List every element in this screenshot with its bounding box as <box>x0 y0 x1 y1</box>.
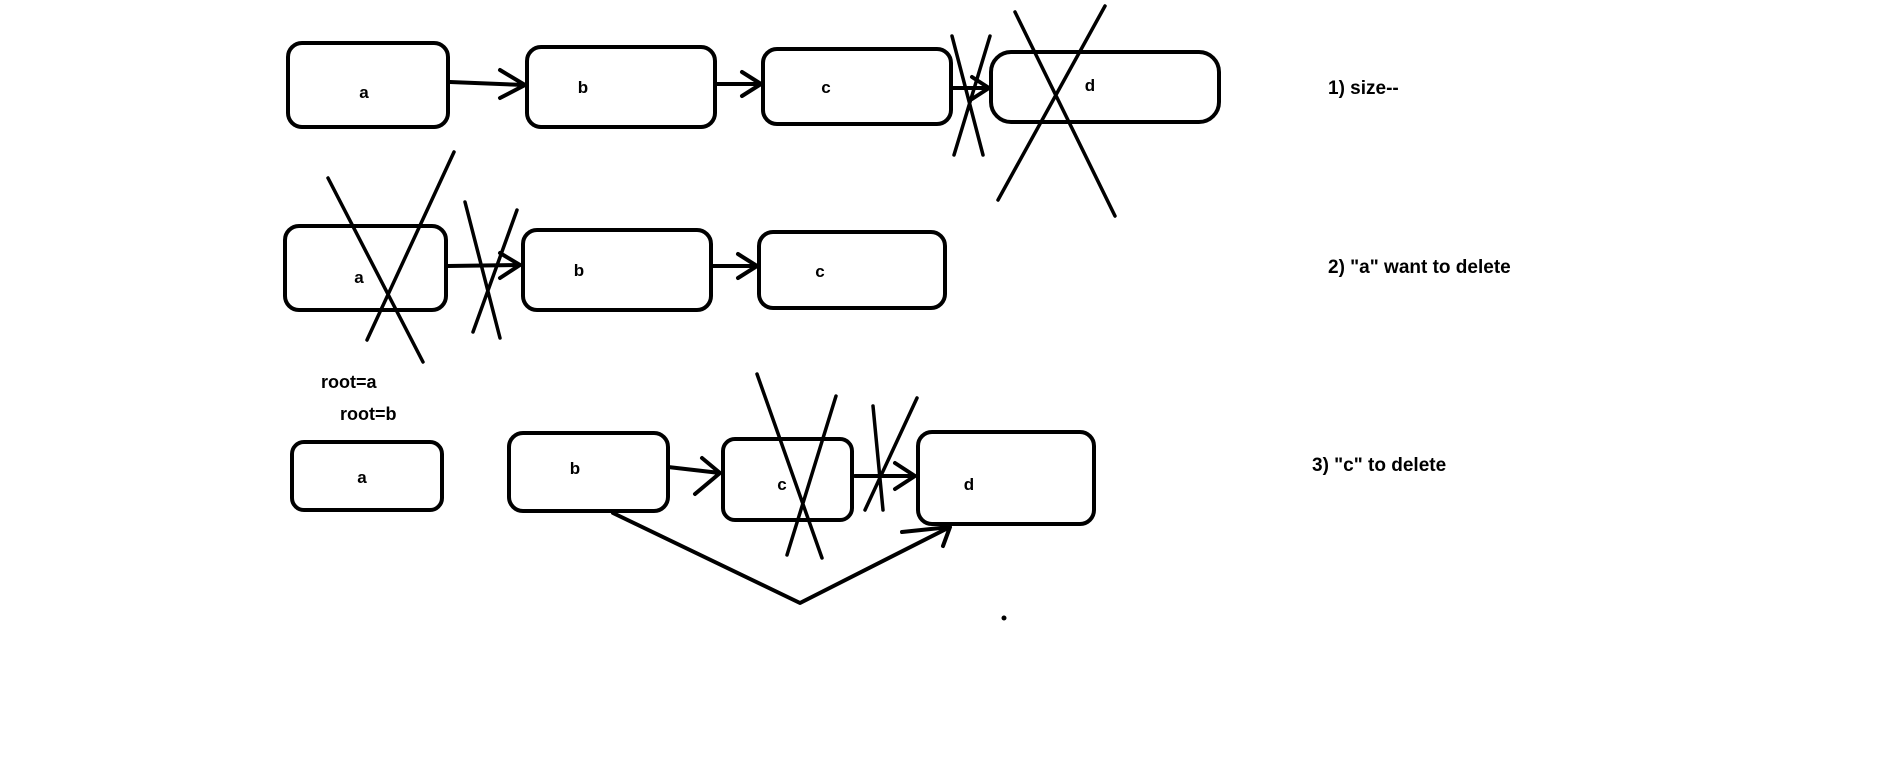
row1-node-c-label: c <box>821 78 830 97</box>
row2-node-a-label: a <box>354 268 364 287</box>
row3-node-d-box <box>916 430 1096 526</box>
row3-node-d-label: d <box>964 475 974 494</box>
row1-node-b-box <box>525 45 717 129</box>
row2-arrow-a-b <box>446 251 522 280</box>
step-1-label: 1) size-- <box>1328 78 1399 99</box>
row3-bypass-b-d <box>611 511 952 605</box>
root-label-old: root=a <box>321 372 378 392</box>
row1-node-d-box <box>989 50 1221 124</box>
row3-node-c-label: c <box>777 475 786 494</box>
row1-node-b-label: b <box>578 78 588 97</box>
row3-node-c-box <box>721 437 854 522</box>
row3-node-c-cross <box>755 372 838 560</box>
row-2: a b c 2) "a" want to delete <box>283 150 1511 364</box>
row1-node-d-label: d <box>1085 76 1095 95</box>
row-1: a b c d 1) size-- <box>286 4 1399 218</box>
row2-node-c-label: c <box>815 262 824 281</box>
row1-arrow-b-c <box>715 70 763 98</box>
row3-link-c-d-cross <box>863 396 919 512</box>
row3-arrow-b-c <box>666 456 722 496</box>
row3-node-b-box <box>507 431 670 513</box>
row2-arrow-b-c <box>711 252 759 280</box>
stray-dot <box>1001 615 1007 621</box>
row2-node-b-label: b <box>574 261 584 280</box>
row1-node-a-label: a <box>359 83 369 102</box>
row1-node-c-box <box>761 47 953 126</box>
row2-node-a-cross <box>326 150 456 364</box>
row2-node-b-box <box>521 228 713 312</box>
row-3: a b c d 3) "c" to delete <box>290 372 1446 621</box>
row3-node-a-box <box>290 440 444 512</box>
root-label-new: root=b <box>340 404 397 424</box>
step-2-label: 2) "a" want to delete <box>1328 257 1511 278</box>
step-3-label: 3) "c" to delete <box>1312 455 1446 476</box>
row2-node-c-box <box>757 230 947 310</box>
row1-arrow-a-b <box>448 68 527 100</box>
row3-arrow-c-d <box>853 461 917 491</box>
row1-link-c-d-cross <box>950 34 992 157</box>
row2-link-a-b-cross <box>463 200 519 340</box>
row2-node-a-box <box>283 224 448 312</box>
row1-node-a-box <box>286 41 450 129</box>
row3-node-a-label: a <box>357 468 367 487</box>
row1-node-d-cross <box>996 4 1117 218</box>
row3-node-b-label: b <box>570 459 580 478</box>
